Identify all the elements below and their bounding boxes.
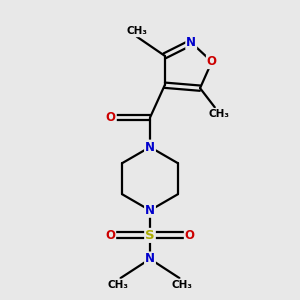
Text: N: N (145, 141, 155, 154)
Text: N: N (186, 36, 196, 49)
Text: O: O (185, 229, 195, 242)
Text: S: S (145, 229, 155, 242)
Text: O: O (105, 229, 115, 242)
Text: N: N (145, 252, 155, 266)
Text: CH₃: CH₃ (172, 280, 193, 290)
Text: O: O (207, 55, 217, 68)
Text: CH₃: CH₃ (107, 280, 128, 290)
Text: CH₃: CH₃ (209, 109, 230, 119)
Text: O: O (106, 111, 116, 124)
Text: N: N (145, 204, 155, 217)
Text: CH₃: CH₃ (126, 26, 147, 36)
